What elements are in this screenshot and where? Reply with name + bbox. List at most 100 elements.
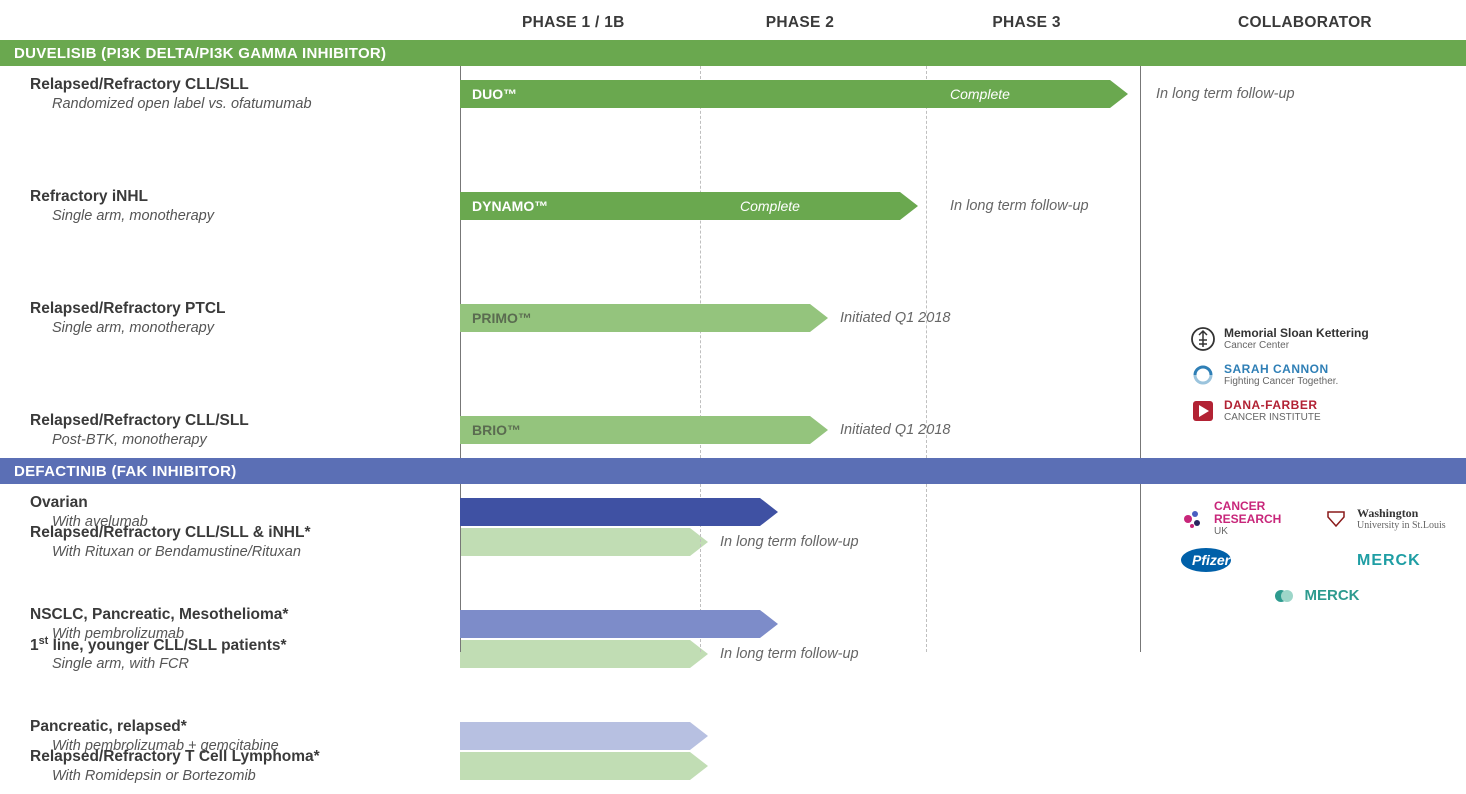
arrow-body bbox=[460, 498, 760, 526]
washu-icon bbox=[1323, 506, 1349, 532]
progress-arrow bbox=[460, 498, 778, 526]
arrow-tip-icon bbox=[760, 498, 778, 526]
arrow-label: DUO™ bbox=[472, 86, 517, 102]
row-label: Refractory iNHLSingle arm, monotherapy bbox=[0, 187, 460, 225]
column-headers: PHASE 1 / 1BPHASE 2PHASE 3 COLLABORATOR bbox=[0, 0, 1466, 40]
row-label: Relapsed/Refractory CLL/SLLRandomized op… bbox=[0, 75, 460, 113]
collab-logo: Pfizer bbox=[1180, 547, 1307, 573]
mskcc-icon bbox=[1190, 326, 1216, 352]
arrow-body: DUO™ Complete bbox=[460, 80, 1110, 108]
progress-arrow bbox=[460, 610, 778, 638]
arrow-tip-icon bbox=[900, 192, 918, 220]
arrow-tip-icon bbox=[690, 722, 708, 750]
col-collab: COLLABORATOR bbox=[1150, 14, 1460, 32]
tracks-duvelisib: Relapsed/Refractory CLL/SLLRandomized op… bbox=[0, 66, 1466, 458]
row-subtitle: With pembrolizumab bbox=[30, 625, 452, 643]
arrow-label: PRIMO™ bbox=[472, 310, 532, 326]
col-phase2: PHASE 2 bbox=[687, 14, 914, 32]
progress-arrow: DYNAMO™ Complete bbox=[460, 192, 918, 220]
collab-logos-defactinib: CANCER RESEARCHUK WashingtonUniversity in… bbox=[1180, 500, 1450, 609]
arrow-label: DYNAMO™ bbox=[472, 198, 548, 214]
bar-area: BRIO™ Initiated Q1 2018 bbox=[460, 402, 1140, 458]
arrow-label: BRIO™ bbox=[472, 422, 521, 438]
row-title: Ovarian bbox=[30, 493, 452, 512]
tracks-defactinib: OvarianWith avelumab NSCLC, Pancreatic, M… bbox=[0, 484, 1466, 652]
row-subtitle: With avelumab bbox=[30, 513, 452, 531]
arrow-body: DYNAMO™ Complete bbox=[460, 192, 900, 220]
row-title: Relapsed/Refractory PTCL bbox=[30, 299, 452, 318]
progress-arrow: BRIO™ bbox=[460, 416, 828, 444]
phase-divider bbox=[460, 66, 461, 458]
phase-divider bbox=[1140, 66, 1141, 458]
collab-logo: SARAH CANNONFighting Cancer Together. bbox=[1190, 362, 1450, 388]
col-phase1: PHASE 1 / 1B bbox=[460, 14, 687, 32]
phase-divider bbox=[926, 66, 927, 458]
row-subtitle: Single arm, monotherapy bbox=[30, 207, 452, 225]
arrow-tip-icon bbox=[810, 304, 828, 332]
row-label: OvarianWith avelumab bbox=[0, 493, 460, 531]
sarahcannon-icon bbox=[1190, 362, 1216, 388]
collab-logo-text: CANCER RESEARCHUK bbox=[1214, 500, 1307, 537]
bar-area bbox=[460, 596, 1140, 652]
pipeline-row: Relapsed/Refractory CLL/SLLRandomized op… bbox=[0, 66, 1466, 122]
after-bar-text: Initiated Q1 2018 bbox=[840, 422, 950, 438]
collab-logo: Memorial Sloan KetteringCancer Center bbox=[1190, 326, 1450, 352]
row-label: NSCLC, Pancreatic, Mesothelioma*With pem… bbox=[0, 605, 460, 643]
row-title: Relapsed/Refractory CLL/SLL bbox=[30, 75, 452, 94]
collab-logo: MERCK bbox=[1180, 583, 1450, 609]
arrow-body bbox=[460, 610, 760, 638]
collab-logo-text: Memorial Sloan KetteringCancer Center bbox=[1224, 327, 1369, 351]
section-header-defactinib: DEFACTINIB (FAK INHIBITOR) bbox=[0, 458, 1466, 484]
row-title: NSCLC, Pancreatic, Mesothelioma* bbox=[30, 605, 452, 624]
row-subtitle: With pembrolizumab + gemcitabine bbox=[30, 737, 452, 755]
collab-logo-text: MERCK bbox=[1357, 552, 1421, 570]
pipeline-row: Pancreatic, relapsed*With pembrolizumab … bbox=[0, 708, 1466, 764]
arrow-tip-icon bbox=[1110, 80, 1128, 108]
bar-area: DYNAMO™ Complete In long term follow-up bbox=[460, 178, 1140, 234]
collab-logo-text: Pfizer bbox=[1240, 553, 1278, 568]
progress-arrow: DUO™ Complete bbox=[460, 80, 1128, 108]
collab-logo-text: SARAH CANNONFighting Cancer Together. bbox=[1224, 363, 1338, 387]
row-label: Relapsed/Refractory PTCLSingle arm, mono… bbox=[0, 299, 460, 337]
pipeline-chart: PHASE 1 / 1BPHASE 2PHASE 3 COLLABORATOR DU… bbox=[0, 0, 1466, 696]
row-subtitle: Randomized open label vs. ofatumumab bbox=[30, 95, 452, 113]
danafarber-icon bbox=[1190, 398, 1216, 424]
bar-area: DUO™ Complete bbox=[460, 66, 1140, 122]
row-subtitle: Post-BTK, monotherapy bbox=[30, 431, 452, 449]
row-subtitle: Single arm, monotherapy bbox=[30, 319, 452, 337]
arrow-body: PRIMO™ bbox=[460, 304, 810, 332]
arrow-body bbox=[460, 722, 690, 750]
collab-logo: CANCER RESEARCHUK bbox=[1180, 500, 1307, 537]
after-bar-text: In long term follow-up bbox=[950, 198, 1089, 214]
after-bar-text: Initiated Q1 2018 bbox=[840, 310, 950, 326]
progress-arrow: PRIMO™ bbox=[460, 304, 828, 332]
row-title: Pancreatic, relapsed* bbox=[30, 717, 452, 736]
pipeline-row: Refractory iNHLSingle arm, monotherapyDY… bbox=[0, 178, 1466, 234]
col-phase3: PHASE 3 bbox=[913, 14, 1140, 32]
arrow-body: BRIO™ bbox=[460, 416, 810, 444]
arrow-tip-icon bbox=[810, 416, 828, 444]
merck-de-icon bbox=[1323, 547, 1349, 573]
collab-logo: MERCK bbox=[1323, 547, 1450, 573]
collab-cell: In long term follow-up bbox=[1140, 86, 1450, 102]
row-label: Relapsed/Refractory CLL/SLLPost-BTK, mon… bbox=[0, 411, 460, 449]
row-title: Refractory iNHL bbox=[30, 187, 452, 206]
bar-area: PRIMO™ Initiated Q1 2018 bbox=[460, 290, 1140, 346]
bar-area bbox=[460, 484, 1140, 540]
section-header-duvelisib: DUVELISIB (PI3K DELTA/PI3K GAMMA INHIBIT… bbox=[0, 40, 1466, 66]
row-subtitle: With Romidepsin or Bortezomib bbox=[30, 767, 452, 785]
collab-logo-text: DANA-FARBERCANCER INSTITUTE bbox=[1224, 399, 1321, 423]
collab-logo: WashingtonUniversity in St.Louis bbox=[1323, 506, 1450, 532]
merck-us-icon bbox=[1271, 583, 1297, 609]
collab-logos-duvelisib: Memorial Sloan KetteringCancer Center SAR… bbox=[1190, 326, 1450, 424]
collab-logo: DANA-FARBERCANCER INSTITUTE bbox=[1190, 398, 1450, 424]
row-title: Relapsed/Refractory CLL/SLL bbox=[30, 411, 452, 430]
bar-area bbox=[460, 708, 1140, 764]
cruk-icon bbox=[1180, 506, 1206, 532]
collab-logo-text: WashingtonUniversity in St.Louis bbox=[1357, 507, 1446, 531]
arrow-status: Complete bbox=[740, 198, 800, 214]
arrow-tip-icon bbox=[760, 610, 778, 638]
arrow-status: Complete bbox=[950, 86, 1010, 102]
phase-divider bbox=[700, 66, 701, 458]
row-subtitle: Single arm, with FCR bbox=[30, 655, 452, 673]
